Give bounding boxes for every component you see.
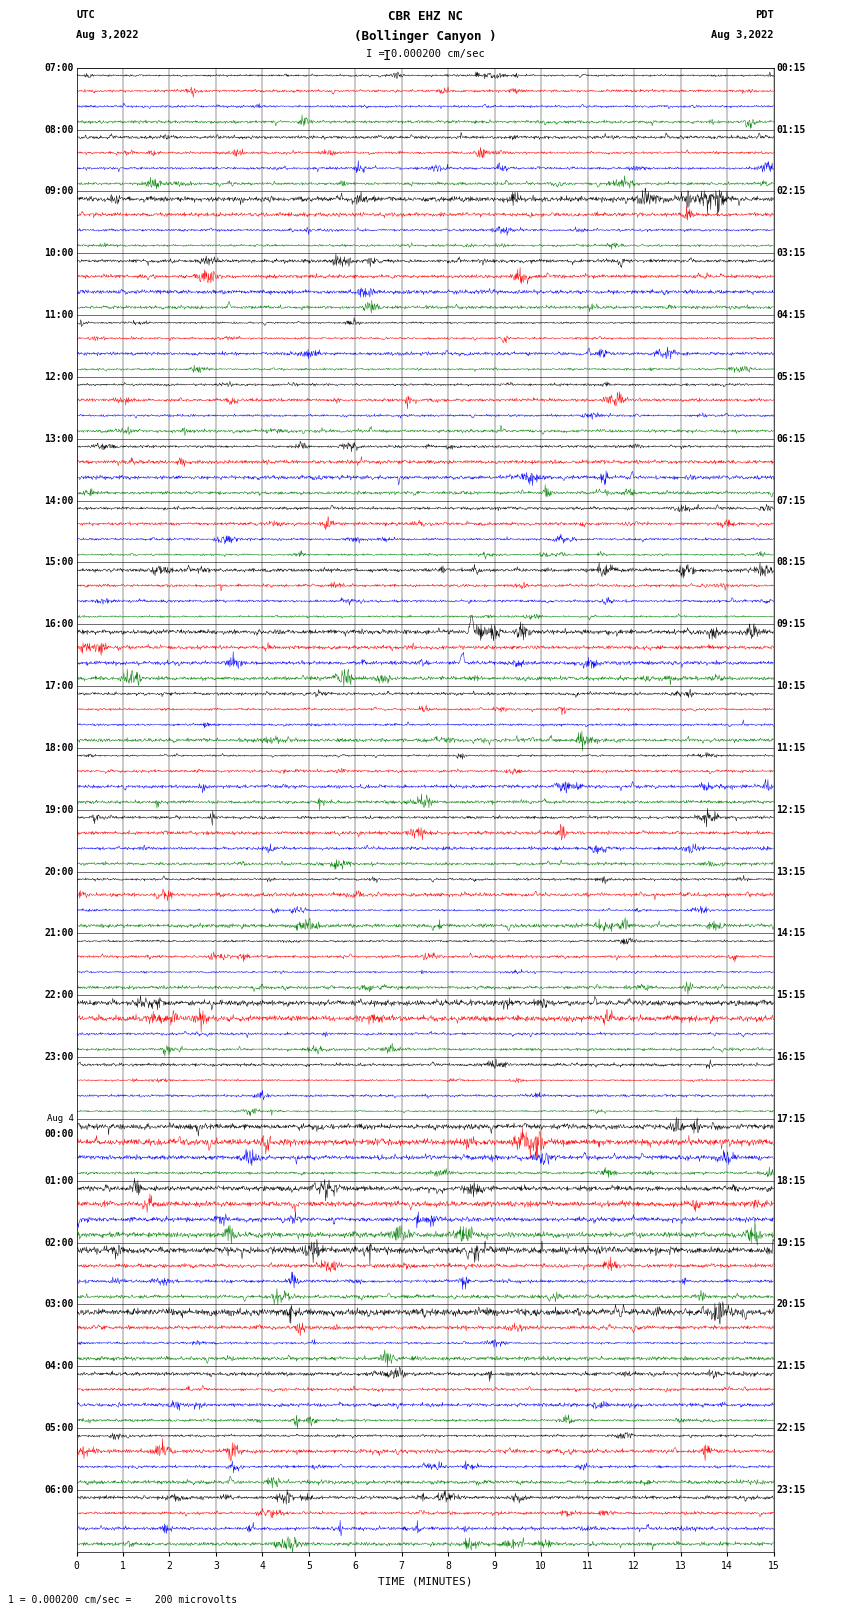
Text: 10:15: 10:15 <box>776 681 806 690</box>
X-axis label: TIME (MINUTES): TIME (MINUTES) <box>377 1576 473 1586</box>
Text: 04:15: 04:15 <box>776 310 806 319</box>
Text: 12:00: 12:00 <box>44 373 74 382</box>
Text: 13:15: 13:15 <box>776 866 806 876</box>
Text: I: I <box>382 48 391 63</box>
Text: 23:15: 23:15 <box>776 1486 806 1495</box>
Text: 09:00: 09:00 <box>44 187 74 197</box>
Text: Aug 3,2022: Aug 3,2022 <box>76 29 139 39</box>
Text: PDT: PDT <box>755 10 774 19</box>
Text: 05:15: 05:15 <box>776 373 806 382</box>
Text: 11:00: 11:00 <box>44 310 74 319</box>
Text: (Bollinger Canyon ): (Bollinger Canyon ) <box>354 29 496 42</box>
Text: I = 0.000200 cm/sec: I = 0.000200 cm/sec <box>366 48 484 58</box>
Text: 00:15: 00:15 <box>776 63 806 73</box>
Text: 11:15: 11:15 <box>776 744 806 753</box>
Text: 19:15: 19:15 <box>776 1237 806 1247</box>
Text: 13:00: 13:00 <box>44 434 74 444</box>
Text: 1 = 0.000200 cm/sec =    200 microvolts: 1 = 0.000200 cm/sec = 200 microvolts <box>8 1595 238 1605</box>
Text: 18:00: 18:00 <box>44 744 74 753</box>
Text: 08:00: 08:00 <box>44 124 74 134</box>
Text: 09:15: 09:15 <box>776 619 806 629</box>
Text: 01:15: 01:15 <box>776 124 806 134</box>
Text: 00:00: 00:00 <box>44 1129 74 1139</box>
Text: 17:15: 17:15 <box>776 1115 806 1124</box>
Text: 06:00: 06:00 <box>44 1486 74 1495</box>
Text: 01:00: 01:00 <box>44 1176 74 1186</box>
Text: 07:00: 07:00 <box>44 63 74 73</box>
Text: 14:15: 14:15 <box>776 929 806 939</box>
Text: 19:00: 19:00 <box>44 805 74 815</box>
Text: 20:15: 20:15 <box>776 1300 806 1310</box>
Text: 14:00: 14:00 <box>44 495 74 505</box>
Text: Aug 3,2022: Aug 3,2022 <box>711 29 774 39</box>
Text: Aug 4: Aug 4 <box>47 1115 74 1123</box>
Text: 22:15: 22:15 <box>776 1423 806 1432</box>
Text: 15:15: 15:15 <box>776 990 806 1000</box>
Text: 16:00: 16:00 <box>44 619 74 629</box>
Text: 23:00: 23:00 <box>44 1052 74 1061</box>
Text: 22:00: 22:00 <box>44 990 74 1000</box>
Text: UTC: UTC <box>76 10 95 19</box>
Text: 21:15: 21:15 <box>776 1361 806 1371</box>
Text: 18:15: 18:15 <box>776 1176 806 1186</box>
Text: 05:00: 05:00 <box>44 1423 74 1432</box>
Text: 03:00: 03:00 <box>44 1300 74 1310</box>
Text: 10:00: 10:00 <box>44 248 74 258</box>
Text: 02:00: 02:00 <box>44 1237 74 1247</box>
Text: 15:00: 15:00 <box>44 558 74 568</box>
Text: CBR EHZ NC: CBR EHZ NC <box>388 10 462 23</box>
Text: 12:15: 12:15 <box>776 805 806 815</box>
Text: 03:15: 03:15 <box>776 248 806 258</box>
Text: 20:00: 20:00 <box>44 866 74 876</box>
Text: 08:15: 08:15 <box>776 558 806 568</box>
Text: 16:15: 16:15 <box>776 1052 806 1061</box>
Text: 21:00: 21:00 <box>44 929 74 939</box>
Text: 02:15: 02:15 <box>776 187 806 197</box>
Text: 07:15: 07:15 <box>776 495 806 505</box>
Text: 17:00: 17:00 <box>44 681 74 690</box>
Text: 06:15: 06:15 <box>776 434 806 444</box>
Text: 04:00: 04:00 <box>44 1361 74 1371</box>
